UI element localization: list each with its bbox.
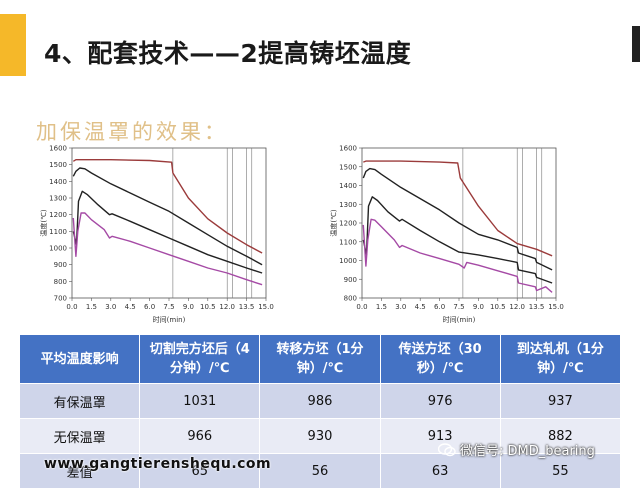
- series-line-4: [72, 212, 263, 286]
- table-cell: 976: [379, 383, 501, 419]
- y-tick-label: 1500: [339, 163, 357, 171]
- y-tick-label: 900: [344, 276, 357, 284]
- x-tick-label: 6.0: [144, 303, 155, 311]
- x-tick-label: 3.0: [395, 303, 406, 311]
- x-axis-label: 时间(min): [443, 315, 476, 324]
- y-tick-label: 1400: [49, 178, 67, 186]
- table-cell: 930: [259, 418, 381, 454]
- header-cell: 切割完方坯后（4分钟）/℃: [139, 334, 261, 384]
- x-tick-label: 13.5: [529, 303, 545, 311]
- y-tick-label: 1300: [49, 195, 67, 203]
- table-cell: 986: [259, 383, 381, 419]
- y-tick-label: 1000: [339, 257, 357, 265]
- watermark-url: www.gangtierenshequ.com: [44, 456, 272, 472]
- header-cell: 转移方坯（1分钟）/℃: [259, 334, 381, 384]
- slide-subtitle: 加保温罩的效果：: [36, 120, 228, 144]
- series-line-3: [72, 190, 263, 274]
- y-tick-label: 800: [344, 295, 357, 303]
- y-tick-label: 1100: [49, 228, 67, 236]
- series-line-1: [72, 159, 263, 254]
- x-tick-label: 15.0: [258, 303, 274, 311]
- y-tick-label: 1600: [49, 145, 67, 153]
- x-tick-label: 12.0: [219, 303, 235, 311]
- y-tick-label: 1200: [339, 220, 357, 228]
- chart-left: 700 800 900 1000 1100 1200 1300 1400 1500 1600 0.0…: [39, 145, 274, 325]
- plot-area: [71, 147, 267, 299]
- header-cell: 到达轧机（1分钟）/℃: [499, 334, 622, 384]
- y-tick-label: 1200: [49, 211, 67, 219]
- table-cell: 966: [139, 418, 261, 454]
- series-line-1: [363, 160, 553, 257]
- y-tick-label: 1400: [339, 182, 357, 190]
- x-tick-label: 6.0: [434, 303, 445, 311]
- x-tick-label: 15.0: [548, 303, 564, 311]
- y-tick-label: 1600: [339, 145, 357, 153]
- x-tick-label: 0.0: [356, 303, 367, 311]
- header-cell: 传送方坯（30秒）/℃: [379, 334, 501, 384]
- table-row: 有保温罩 1031 986 976 937: [18, 383, 622, 419]
- x-tick-label: 4.5: [125, 303, 136, 311]
- x-tick-label: 3.0: [105, 303, 116, 311]
- table-row: 无保温罩 966 930 913 882: [18, 418, 622, 454]
- edge-bar: [632, 26, 640, 62]
- y-tick-label: 1100: [339, 238, 357, 246]
- x-tick-label: 7.5: [453, 303, 464, 311]
- series-line-2: [362, 167, 553, 271]
- y-axis-label: 温度(℃): [329, 209, 338, 237]
- series-line-4: [362, 218, 553, 293]
- x-tick-label: 12.0: [509, 303, 525, 311]
- x-tick-label: 10.5: [200, 303, 216, 311]
- x-tick-label: 7.5: [163, 303, 174, 311]
- chart-right: 800 900 1000 1100 1200 1300 1400 1500 1600 0.0 1.5…: [329, 145, 564, 325]
- wechat-icon: [437, 442, 456, 457]
- y-axis-label: 温度(℃): [39, 209, 48, 237]
- table-cell: 有保温罩: [18, 383, 141, 419]
- wechat-watermark: 微信号: DMD_bearing: [437, 440, 595, 459]
- accent-bar: [0, 14, 26, 76]
- y-tick-label: 900: [54, 261, 67, 269]
- y-tick-label: 1300: [339, 201, 357, 209]
- x-tick-label: 1.5: [376, 303, 387, 311]
- header-cell: 平均温度影响: [18, 334, 141, 384]
- x-tick-label: 9.0: [183, 303, 194, 311]
- y-tick-label: 1000: [49, 245, 67, 253]
- y-tick-label: 1500: [49, 161, 67, 169]
- x-tick-label: 10.5: [490, 303, 506, 311]
- x-tick-label: 1.5: [86, 303, 97, 311]
- table-cell: 913: [379, 418, 501, 454]
- table-cell: 937: [499, 383, 622, 419]
- x-tick-label: 9.0: [473, 303, 484, 311]
- table-cell: 56: [259, 453, 381, 489]
- y-tick-label: 700: [54, 295, 67, 303]
- table-cell: 882: [499, 418, 622, 454]
- table-cell: 1031: [139, 383, 261, 419]
- table-cell: 无保温罩: [18, 418, 141, 454]
- y-tick-label: 800: [54, 278, 67, 286]
- series-line-3: [362, 196, 553, 284]
- wechat-label: 微信号: DMD_bearing: [460, 444, 595, 459]
- x-tick-label: 4.5: [415, 303, 426, 311]
- x-axis-label: 时间(min): [153, 315, 186, 324]
- table-header-row: 平均温度影响 切割完方坯后（4分钟）/℃ 转移方坯（1分钟）/℃ 传送方坯（30…: [18, 334, 622, 384]
- x-tick-label: 13.5: [239, 303, 255, 311]
- slide-title: 4、配套技术——2提高铸坯温度: [44, 39, 412, 68]
- series-line-2: [72, 167, 263, 266]
- x-tick-label: 0.0: [66, 303, 77, 311]
